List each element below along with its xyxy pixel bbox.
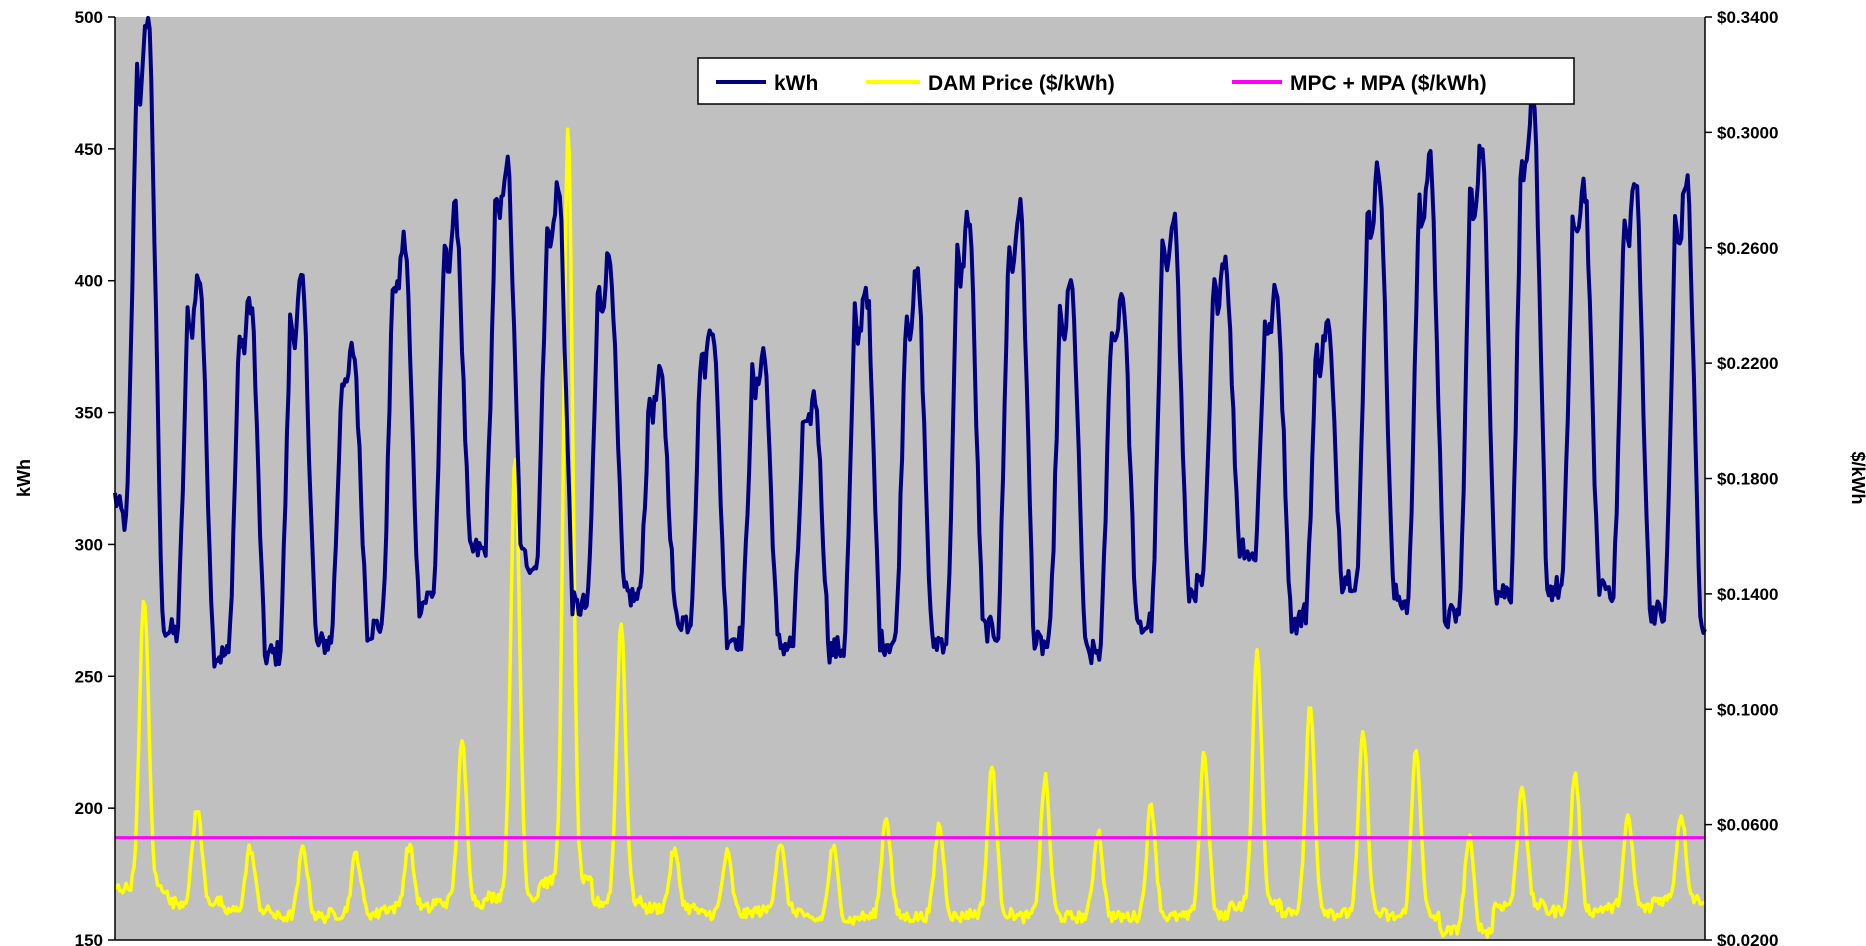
left-tick-label: 400 (75, 272, 103, 291)
left-axis-title: kWh (14, 459, 34, 497)
legend-label-mpc-mpa: MPC + MPA ($/kWh) (1290, 72, 1487, 95)
legend-label-kwh: kWh (774, 72, 818, 95)
left-tick-label: 150 (75, 931, 103, 946)
legend-box (697, 57, 1575, 105)
right-tick-label: $0.2200 (1717, 354, 1778, 373)
left-tick-label: 350 (75, 404, 103, 423)
right-tick-label: $0.3400 (1717, 8, 1778, 27)
right-tick-label: $0.2600 (1717, 239, 1778, 258)
series-line-dam-price (113, 127, 1706, 939)
left-tick-label: 200 (75, 799, 103, 818)
left-tick-label: 250 (75, 667, 103, 686)
right-tick-label: $0.1400 (1717, 585, 1778, 604)
right-axis-title: $/kWh (1848, 451, 1866, 504)
legend: kWh DAM Price ($/kWh) MPC + MPA ($/kWh) (697, 57, 1575, 105)
plot-area (115, 17, 1705, 940)
left-tick-label: 300 (75, 535, 103, 554)
axes-layer: 500 450 400 350 300 250 200 150 $0.3400 $0.3000 $0… (75, 8, 1779, 946)
series-layer (113, 15, 1707, 939)
left-tick-label: 500 (75, 8, 103, 27)
left-tick-label: 450 (75, 140, 103, 159)
series-line-kwh (113, 15, 1707, 669)
right-tick-label: $0.1000 (1717, 700, 1778, 719)
right-tick-label: $0.0600 (1717, 816, 1778, 835)
legend-label-dam-price: DAM Price ($/kWh) (928, 72, 1115, 95)
right-tick-label: $0.0200 (1717, 931, 1778, 946)
right-tick-label: $0.1800 (1717, 470, 1778, 489)
right-tick-label: $0.3000 (1717, 123, 1778, 142)
